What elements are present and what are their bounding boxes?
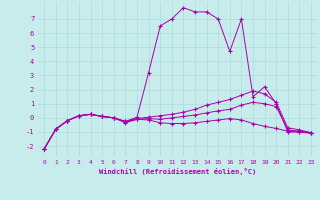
- X-axis label: Windchill (Refroidissement éolien,°C): Windchill (Refroidissement éolien,°C): [99, 168, 256, 175]
